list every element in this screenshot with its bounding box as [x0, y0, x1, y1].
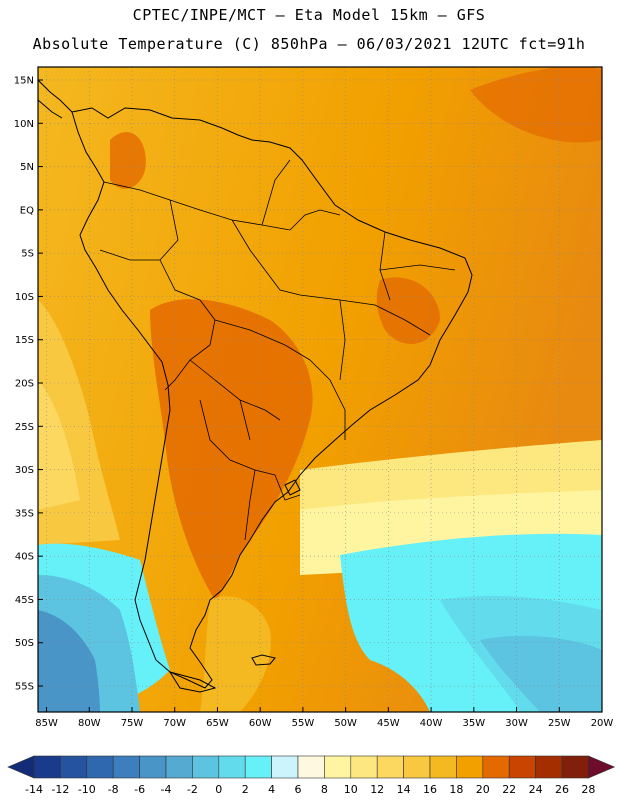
colorbar-label: 26 — [555, 783, 569, 796]
colorbar-swatch — [324, 755, 352, 779]
lat-label: 5S — [21, 249, 34, 260]
colorbar-swatch — [350, 755, 378, 779]
colorbar-swatch — [376, 755, 404, 779]
lon-label: 55W — [292, 718, 315, 729]
lat-label: EQ — [20, 205, 34, 216]
colorbar-label: -2 — [187, 783, 198, 796]
colorbar-label: 18 — [449, 783, 463, 796]
colorbar-label: 24 — [529, 783, 543, 796]
lon-label: 30W — [505, 718, 528, 729]
colorbar-label: 20 — [476, 783, 490, 796]
colorbar-swatch — [297, 755, 325, 779]
colorbar-swatch — [139, 755, 167, 779]
colorbar-label: -8 — [108, 783, 119, 796]
colorbar: -14 -12 -10 -8 -6 -4 -2 0 2 4 6 8 10 12 14 16 18 20 22 24 26… — [7, 755, 616, 796]
colorbar-label: 10 — [344, 783, 358, 796]
latitude-labels: 15N 10N 5N EQ 5S 10S 15S 20S 25S 30S 35S 40S 45S 50S 5… — [14, 75, 43, 693]
lagoa-dos-patos — [284, 479, 301, 496]
lat-label: 30S — [15, 465, 34, 476]
colorbar-swatch — [192, 755, 220, 779]
temperature-field — [38, 67, 602, 712]
colorbar-over-arrow — [588, 755, 616, 779]
colorbar-label: -4 — [161, 783, 172, 796]
lat-label: 10N — [14, 119, 34, 130]
colorbar-swatch — [508, 755, 536, 779]
colorbar-label: 4 — [268, 783, 275, 796]
tierra-del-fuego — [168, 671, 217, 693]
lat-label: 45S — [15, 595, 34, 606]
boundaries — [38, 79, 473, 693]
colorbar-swatch — [429, 755, 457, 779]
lon-label: 70W — [163, 718, 186, 729]
colorbar-label: 22 — [502, 783, 516, 796]
central-america-coastline — [38, 79, 73, 119]
field-colombia-hot — [110, 131, 146, 189]
field-ne-brazil-hot — [376, 277, 440, 344]
map-frame — [37, 66, 603, 713]
lat-label: 15S — [15, 335, 34, 346]
lat-label: 35S — [15, 508, 34, 519]
colorbar-swatch — [60, 755, 88, 779]
colorbar-swatch — [218, 755, 246, 779]
colorbar-labels: -14 -12 -10 -8 -6 -4 -2 0 2 4 6 8 10 12 14 16 18 20 22 24 26… — [25, 783, 595, 796]
colorbar-label: -6 — [134, 783, 145, 796]
colorbar-label: 2 — [242, 783, 249, 796]
field-continental-hot — [150, 299, 313, 600]
lon-label: 40W — [420, 718, 443, 729]
colorbar-label: 6 — [295, 783, 302, 796]
lon-label: 60W — [249, 718, 272, 729]
colorbar-swatch — [561, 755, 589, 779]
colorbar-label: 28 — [581, 783, 595, 796]
colorbar-under-arrow — [7, 755, 35, 779]
field-pacific-deep — [38, 610, 100, 712]
colorbar-swatch — [86, 755, 114, 779]
lon-label: 35W — [463, 718, 486, 729]
longitude-labels: 85W 80W 75W 70W 65W 60W 55W 50W 45W 40W 35W 30W 25W 2… — [35, 707, 613, 729]
colorbar-label: 16 — [423, 783, 437, 796]
lon-label: 65W — [206, 718, 229, 729]
lon-label: 50W — [334, 718, 357, 729]
map-subtitle: Absolute Temperature (C) 850hPa – 06/03/… — [32, 35, 586, 53]
lat-label: 5N — [20, 162, 34, 173]
lon-label: 25W — [548, 718, 571, 729]
lon-label: 80W — [78, 718, 101, 729]
south-america-coastline — [71, 107, 473, 689]
colorbar-swatch — [271, 755, 299, 779]
colorbar-swatch — [535, 755, 563, 779]
field-ne-atlantic-warm — [470, 67, 602, 143]
colorbar-label: 12 — [370, 783, 384, 796]
colorbar-swatch — [33, 755, 61, 779]
colorbar-swatches — [7, 755, 616, 779]
temperature-map: 15N 10N 5N EQ 5S 10S 15S 20S 25S 30S 35S 40S 45S 50S 5… — [14, 66, 613, 729]
field-satlantic-blue — [480, 635, 602, 712]
lat-label: 25S — [15, 422, 34, 433]
lat-label: 15N — [14, 75, 34, 86]
lat-label: 50S — [15, 638, 34, 649]
colorbar-label: 0 — [215, 783, 222, 796]
falkland-islands — [251, 654, 276, 666]
lon-label: 20W — [591, 718, 614, 729]
colorbar-swatch — [165, 755, 193, 779]
lon-label: 85W — [35, 718, 58, 729]
colorbar-swatch — [244, 755, 272, 779]
colorbar-label: -14 — [25, 783, 43, 796]
colorbar-label: -12 — [51, 783, 69, 796]
colorbar-swatch — [482, 755, 510, 779]
colorbar-label: -10 — [78, 783, 96, 796]
lat-label: 20S — [15, 379, 34, 390]
colorbar-label: 14 — [397, 783, 411, 796]
colorbar-swatch — [456, 755, 484, 779]
lon-label: 45W — [377, 718, 400, 729]
lat-label: 40S — [15, 552, 34, 563]
colorbar-swatch — [112, 755, 140, 779]
map-title: CPTEC/INPE/MCT – Eta Model 15km – GFS — [132, 6, 486, 24]
lat-label: 55S — [15, 682, 34, 693]
colorbar-swatch — [403, 755, 431, 779]
colorbar-label: 8 — [321, 783, 328, 796]
field-pacific-cooler — [38, 380, 80, 510]
country-borders — [99, 159, 456, 541]
lat-label: 10S — [15, 292, 34, 303]
lon-label: 75W — [121, 718, 144, 729]
